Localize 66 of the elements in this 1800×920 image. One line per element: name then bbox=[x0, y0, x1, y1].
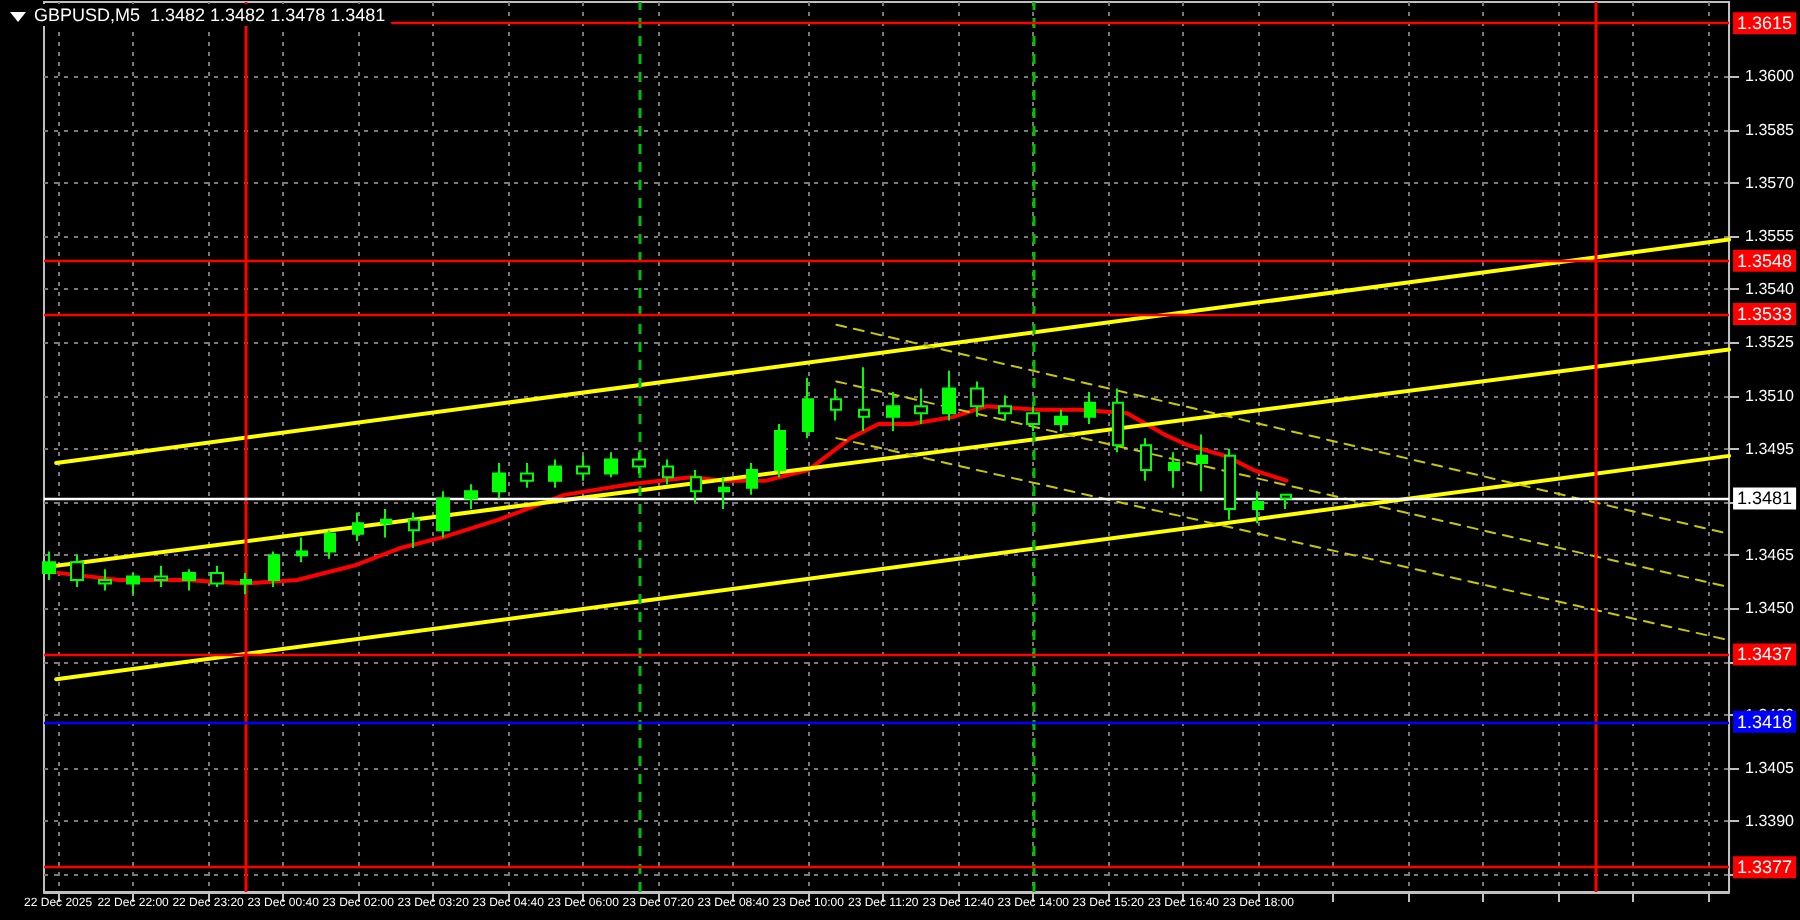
candlestick bbox=[408, 511, 420, 550]
candlestick bbox=[1224, 447, 1236, 521]
candlestick bbox=[774, 422, 786, 479]
candlestick bbox=[1140, 437, 1152, 482]
candlestick bbox=[942, 369, 956, 422]
candlestick bbox=[746, 461, 758, 496]
ref-line-label: 1.3481 bbox=[1737, 488, 1793, 509]
candlestick bbox=[970, 380, 984, 418]
candlestick bbox=[604, 451, 618, 479]
candlestick bbox=[154, 564, 168, 589]
candlestick bbox=[492, 461, 506, 500]
candlestick bbox=[464, 483, 478, 511]
candlestick bbox=[42, 550, 56, 581]
line-series bbox=[56, 404, 1289, 586]
ref-line-label: 1.3615 bbox=[1737, 13, 1793, 34]
candlestick bbox=[998, 394, 1012, 422]
candlestick bbox=[352, 511, 364, 542]
candlestick bbox=[240, 571, 252, 596]
y-tick-label: 1.3525 bbox=[1745, 333, 1796, 352]
candlestick bbox=[296, 536, 308, 564]
candlestick bbox=[576, 454, 590, 482]
y-tick-label: 1.3555 bbox=[1745, 227, 1796, 246]
candlestick bbox=[1026, 405, 1040, 433]
candlestick bbox=[858, 366, 870, 433]
candlestick bbox=[520, 461, 534, 489]
candlestick bbox=[690, 469, 702, 503]
candlestick bbox=[718, 476, 730, 511]
y-tick-label: 1.3495 bbox=[1745, 439, 1796, 458]
candlestick bbox=[548, 458, 562, 489]
candlestick bbox=[98, 568, 112, 592]
candlestick bbox=[70, 554, 84, 589]
candlestick bbox=[268, 550, 280, 589]
y-tick-label: 1.3600 bbox=[1745, 67, 1796, 86]
y-tick-label: 1.3405 bbox=[1745, 758, 1796, 777]
ref-line-label: 1.3533 bbox=[1737, 304, 1793, 325]
candlestick bbox=[1280, 493, 1292, 511]
candlestick bbox=[1112, 387, 1124, 454]
chart-title: GBPUSD,M5 1.3482 1.3482 1.3478 1.3481 bbox=[34, 5, 386, 25]
ref-line-label: 1.3437 bbox=[1737, 644, 1793, 665]
y-tick-label: 1.3390 bbox=[1745, 812, 1796, 831]
candlestick bbox=[380, 508, 392, 539]
ref-line-label: 1.3377 bbox=[1737, 857, 1793, 878]
candlestick bbox=[1252, 490, 1264, 525]
ref-line-label: 1.3548 bbox=[1737, 250, 1793, 271]
candlestick bbox=[886, 391, 900, 433]
candlestick bbox=[210, 564, 224, 589]
y-tick-label: 1.3450 bbox=[1745, 599, 1796, 618]
candlestick bbox=[1054, 408, 1068, 433]
candlestick bbox=[830, 387, 842, 422]
candlestick bbox=[126, 571, 140, 596]
y-tick-label: 1.3465 bbox=[1745, 546, 1796, 565]
y-tick-label: 1.3540 bbox=[1745, 280, 1796, 299]
candlestick bbox=[182, 568, 196, 592]
candlestick bbox=[662, 458, 674, 486]
y-tick-label: 1.3570 bbox=[1745, 173, 1796, 192]
y-tick-label: 1.3585 bbox=[1745, 120, 1796, 139]
candlestick bbox=[436, 490, 450, 539]
candlestick bbox=[1168, 451, 1180, 489]
candlestick bbox=[802, 376, 814, 440]
y-tick-label: 1.3510 bbox=[1745, 386, 1796, 405]
candlestick bbox=[1196, 433, 1208, 493]
candlestick bbox=[324, 529, 336, 560]
candlestick bbox=[1084, 391, 1096, 425]
candlestick bbox=[632, 451, 646, 475]
candlestick bbox=[914, 387, 928, 425]
ref-line-label: 1.3418 bbox=[1737, 711, 1793, 732]
